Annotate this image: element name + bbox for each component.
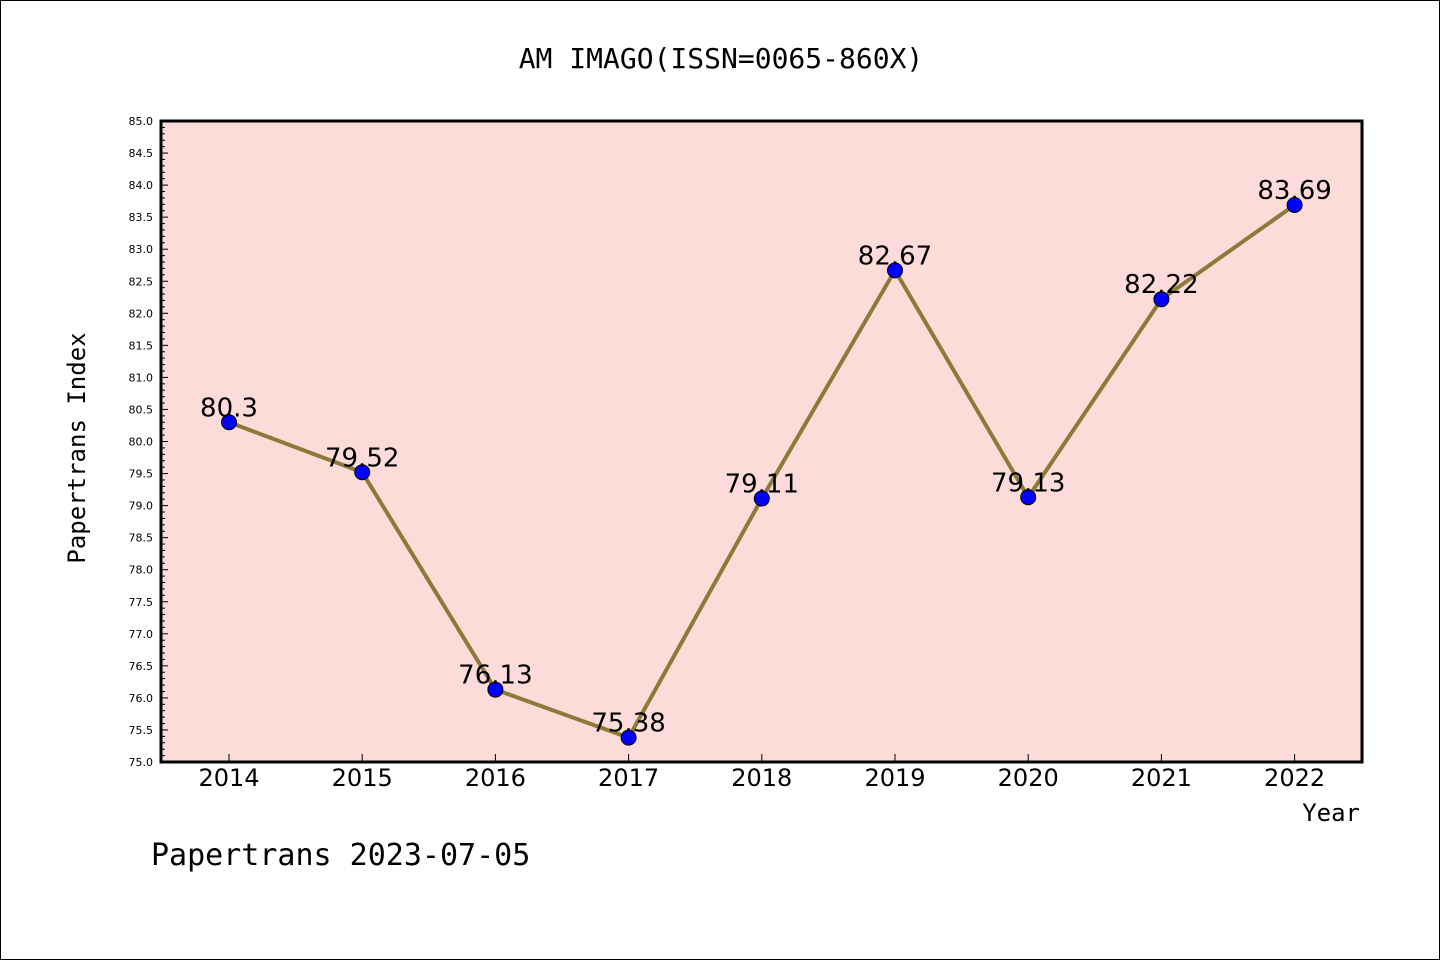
plot-area xyxy=(161,121,1362,762)
x-tick-label: 2019 xyxy=(864,764,925,792)
data-label-layer: 80.3 79.52 76.13 75.38 79.11 82.67 79.13 82.22 8… xyxy=(200,176,1332,739)
y-tick-label: 85.0 xyxy=(129,115,154,128)
data-label: 83.69 xyxy=(1257,176,1331,206)
data-point-marker xyxy=(221,414,237,431)
y-tick-label: 84.0 xyxy=(129,179,154,192)
x-tick-label: 2021 xyxy=(1131,764,1192,792)
x-tick-label: 2016 xyxy=(465,764,526,792)
y-tick-label: 76.5 xyxy=(129,660,154,673)
data-label: 79.13 xyxy=(991,468,1065,498)
chart-title: AM IMAGO(ISSN=0065-860X) xyxy=(519,42,924,75)
data-label: 82.67 xyxy=(858,241,932,271)
y-tick-label: 82.0 xyxy=(129,307,154,320)
y-tick-label: 81.0 xyxy=(129,371,154,384)
data-point-marker xyxy=(887,262,903,279)
plot-border xyxy=(159,119,1364,764)
y-tick-label: 76.0 xyxy=(129,692,154,705)
y-tick-label: 82.5 xyxy=(129,275,154,288)
y-tick-label: 79.0 xyxy=(129,500,154,513)
data-label: 82.22 xyxy=(1124,270,1198,300)
data-point-marker xyxy=(1020,489,1037,506)
data-point-marker xyxy=(1286,196,1303,213)
data-point-marker xyxy=(487,681,504,698)
data-point-marker xyxy=(620,729,637,746)
y-tick-label: 81.5 xyxy=(129,339,154,352)
x-tick-label: 2017 xyxy=(598,764,659,792)
data-label: 79.11 xyxy=(725,470,799,500)
data-point-marker xyxy=(1153,291,1170,308)
x-tick-label: 2020 xyxy=(998,764,1059,792)
y-tick-label: 75.5 xyxy=(129,724,154,737)
marker-layer xyxy=(221,196,1303,746)
data-label: 80.3 xyxy=(200,393,258,423)
y-tick-label: 78.5 xyxy=(129,532,154,545)
data-label: 75.38 xyxy=(591,709,665,739)
footer-text: Papertrans 2023-07-05 xyxy=(151,838,530,873)
y-tick-label: 83.0 xyxy=(129,243,154,256)
y-tick-label: 77.5 xyxy=(129,596,154,609)
x-tick-label: 2018 xyxy=(731,764,792,792)
y-tick-label: 80.0 xyxy=(129,436,154,449)
data-point-marker xyxy=(753,490,770,507)
y-tick-label: 84.5 xyxy=(129,147,154,160)
x-axis-ticks: 2014 2015 2016 2017 2018 2019 2020 2021 2022 xyxy=(198,754,1325,792)
y-tick-label: 79.5 xyxy=(129,468,154,481)
x-tick-label: 2015 xyxy=(332,764,393,792)
y-tick-label: 83.5 xyxy=(129,211,154,224)
y-tick-label: 78.0 xyxy=(129,564,154,577)
data-point-marker xyxy=(354,464,371,481)
y-tick-label: 75.0 xyxy=(129,756,154,769)
y-tick-label: 80.5 xyxy=(129,403,154,416)
x-tick-label: 2014 xyxy=(198,764,259,792)
x-axis-label: Year xyxy=(1302,799,1360,827)
x-tick-label: 2022 xyxy=(1264,764,1325,792)
data-label: 79.52 xyxy=(325,443,399,473)
y-tick-label: 77.0 xyxy=(129,628,154,641)
data-label: 76.13 xyxy=(458,661,532,691)
y-axis-label: Papertrans Index xyxy=(63,332,91,563)
